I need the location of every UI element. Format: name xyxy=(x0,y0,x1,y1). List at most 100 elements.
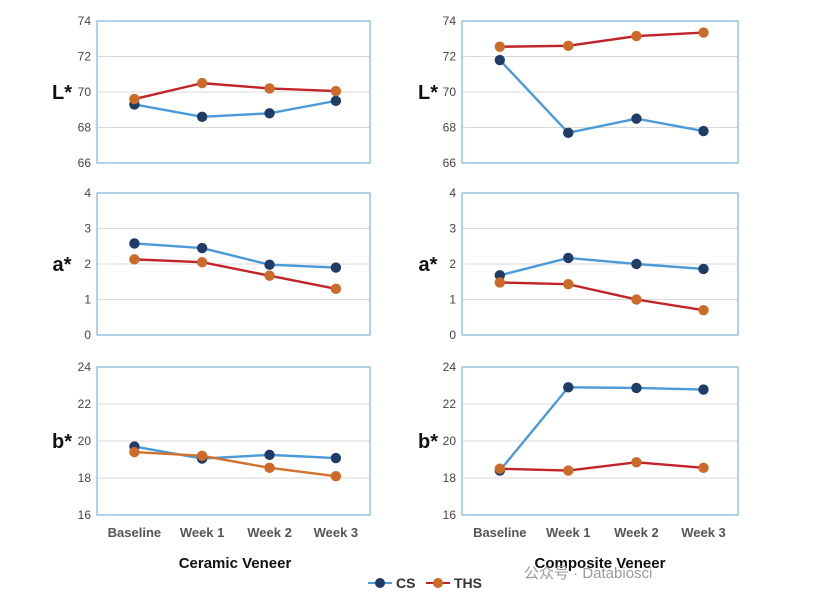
legend: CS THS xyxy=(368,575,482,591)
data-point-cs xyxy=(563,252,574,264)
series-line-cs xyxy=(134,99,337,119)
data-point-ths xyxy=(494,463,506,474)
plot-frame xyxy=(461,192,739,336)
y-tick-label: 72 xyxy=(443,50,457,64)
data-point-cs xyxy=(631,258,642,270)
data-point-ths xyxy=(494,277,506,288)
y-tick-label: 16 xyxy=(78,508,92,522)
y-tick-label: 74 xyxy=(443,14,457,28)
data-point-cs xyxy=(698,263,709,275)
series-line-cs xyxy=(498,59,704,135)
x-tick-label: Week 1 xyxy=(546,525,591,540)
y-tick-label: 70 xyxy=(78,85,92,99)
data-point-ths xyxy=(129,254,140,265)
y-tick-label: 0 xyxy=(84,328,91,342)
y-tick-label: 4 xyxy=(449,186,456,200)
y-axis-label: b* xyxy=(52,431,72,453)
y-tick-label: 3 xyxy=(449,222,456,236)
y-tick-label: 68 xyxy=(443,121,457,135)
data-point-ths xyxy=(196,257,208,268)
panel-5: 16 18 20 22 24 b* Baseline Week 1 Week 2 Week 3 xyxy=(52,360,371,540)
data-point-cs xyxy=(264,449,275,461)
column-title-ceramic: Ceramic Veneer xyxy=(179,555,292,572)
y-tick-label: 20 xyxy=(78,434,92,448)
data-point-cs xyxy=(196,111,208,123)
series-line-ths xyxy=(499,31,704,48)
y-tick-label: 22 xyxy=(78,397,92,411)
y-tick-label: 1 xyxy=(84,293,91,307)
panel-3: 0 1 2 3 4 a* xyxy=(53,186,371,342)
y-tick-label: 16 xyxy=(443,508,457,522)
y-tick-label: 74 xyxy=(78,14,92,28)
data-point-cs xyxy=(330,452,342,464)
y-tick-label: 2 xyxy=(449,257,456,271)
y-tick-label: 18 xyxy=(443,471,457,485)
data-point-ths xyxy=(330,85,342,97)
y-axis-label: L* xyxy=(418,82,438,104)
plot-frame xyxy=(461,20,739,164)
data-point-ths xyxy=(631,294,642,305)
series-line-cs xyxy=(134,445,336,460)
y-axis-label: L* xyxy=(52,82,72,104)
data-point-cs xyxy=(631,382,642,394)
plot-frame xyxy=(96,20,371,164)
data-point-cs xyxy=(330,95,342,107)
series-line-ths xyxy=(134,258,337,291)
chart-panels: 66 68 70 72 74 L* 66 68 70 72 74 L* 0 1 2 3 4 a* 0 1 2 3 4 a* 16… xyxy=(52,14,739,540)
data-point-ths xyxy=(698,462,709,474)
data-point-ths xyxy=(129,93,140,105)
x-tick-label: Baseline xyxy=(473,525,526,540)
y-tick-label: 68 xyxy=(78,121,92,135)
legend-cs-marker xyxy=(375,578,385,588)
watermark: 公众号 · Databiosci xyxy=(524,565,652,582)
y-tick-label: 24 xyxy=(443,360,457,374)
y-axis-label: b* xyxy=(418,431,438,453)
y-tick-label: 2 xyxy=(84,257,91,271)
data-point-ths xyxy=(698,304,709,316)
panel-4: 0 1 2 3 4 a* xyxy=(419,186,739,342)
series-line-ths xyxy=(134,450,337,478)
legend-ths-marker xyxy=(433,578,443,588)
data-point-cs xyxy=(698,125,709,137)
y-tick-label: 24 xyxy=(78,360,92,374)
series-line-cs xyxy=(498,386,704,472)
y-tick-label: 70 xyxy=(443,85,457,99)
data-point-ths xyxy=(698,27,709,38)
data-point-cs xyxy=(264,259,275,270)
data-point-cs xyxy=(264,108,275,119)
data-point-cs xyxy=(563,382,574,393)
plot-frame xyxy=(96,192,371,336)
plot-frame xyxy=(96,366,371,516)
y-tick-label: 4 xyxy=(84,186,91,200)
y-tick-label: 3 xyxy=(84,222,91,236)
x-tick-label: Baseline xyxy=(108,525,161,540)
data-point-cs xyxy=(631,113,642,124)
column-title-composite: Composite Veneer xyxy=(535,555,666,572)
data-point-ths xyxy=(264,270,275,281)
data-point-ths xyxy=(563,465,574,476)
data-point-ths xyxy=(631,30,642,42)
series-line-ths xyxy=(499,461,704,472)
y-tick-label: 66 xyxy=(443,156,457,170)
panel-2: 66 68 70 72 74 L* xyxy=(418,14,739,170)
y-axis-label: a* xyxy=(53,254,72,276)
plot-frame xyxy=(461,366,739,516)
x-tick-label: Week 2 xyxy=(614,525,659,540)
data-point-ths xyxy=(330,470,342,482)
x-tick-label: Week 3 xyxy=(681,525,726,540)
data-point-ths xyxy=(264,462,275,474)
x-tick-label: Week 3 xyxy=(314,525,359,540)
data-point-ths xyxy=(563,279,574,290)
y-tick-label: 0 xyxy=(449,328,456,342)
data-point-ths xyxy=(196,77,208,89)
data-point-ths xyxy=(129,446,140,458)
y-tick-label: 22 xyxy=(443,397,457,411)
data-point-ths xyxy=(196,450,208,461)
y-tick-label: 72 xyxy=(78,50,92,64)
panel-6: 16 18 20 22 24 b* Baseline Week 1 Week 2 Week 3 xyxy=(418,360,739,540)
series-line-cs xyxy=(499,256,704,277)
y-tick-label: 20 xyxy=(443,434,457,448)
data-point-ths xyxy=(330,283,342,295)
data-point-cs xyxy=(196,242,208,254)
